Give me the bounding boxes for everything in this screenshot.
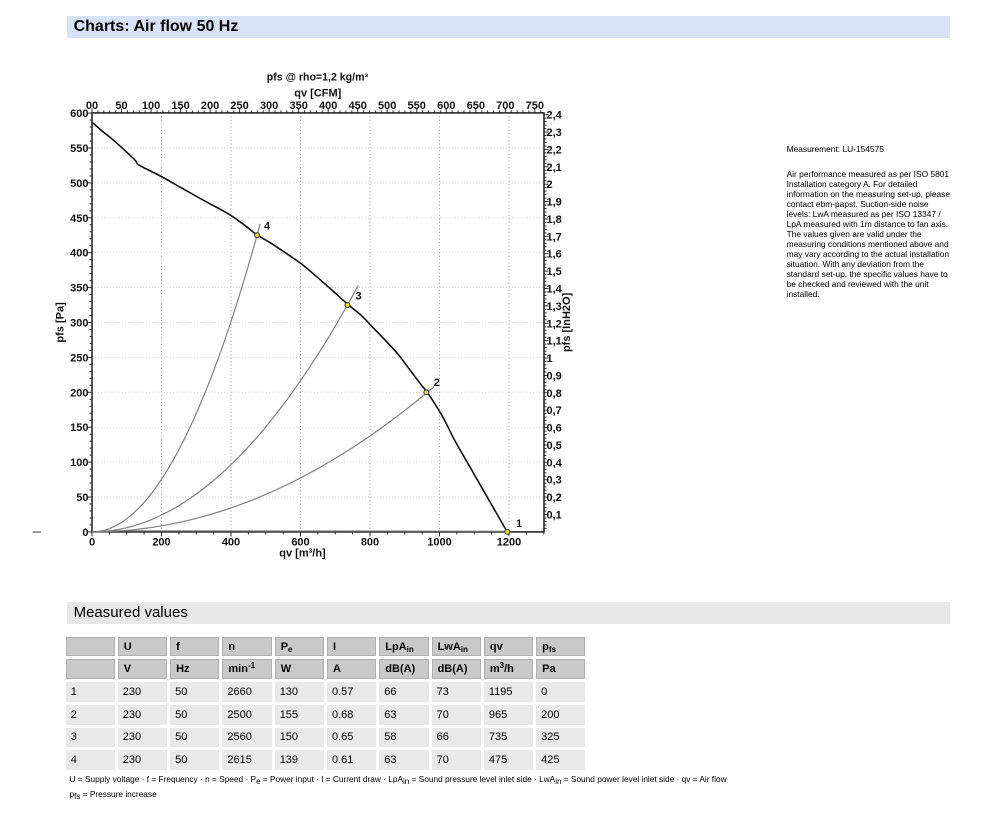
svg-text:150: 150 [70,422,88,434]
svg-text:1000: 1000 [427,537,451,549]
svg-text:700: 700 [496,100,514,112]
svg-text:0: 0 [82,527,88,539]
svg-text:0,8: 0,8 [547,388,562,400]
svg-text:200: 200 [201,100,219,112]
svg-text:1,9: 1,9 [547,197,562,209]
svg-text:200: 200 [152,537,170,549]
svg-text:250: 250 [230,100,248,112]
svg-text:2: 2 [434,377,440,389]
svg-text:350: 350 [70,283,88,295]
svg-text:0,2: 0,2 [547,492,562,504]
svg-text:450: 450 [349,100,367,112]
svg-text:200: 200 [70,387,88,399]
svg-text:0,3: 0,3 [547,475,562,487]
svg-text:150: 150 [171,100,189,112]
svg-text:500: 500 [378,100,396,112]
svg-text:400: 400 [70,248,88,260]
svg-text:pfs @ rho=1,2 kg/m³: pfs @ rho=1,2 kg/m³ [267,72,369,84]
svg-text:0: 0 [89,537,95,549]
svg-text:400: 400 [319,100,337,112]
svg-text:0,1: 0,1 [547,510,562,522]
svg-text:0,6: 0,6 [547,423,562,435]
svg-text:800: 800 [361,537,379,549]
svg-text:2,3: 2,3 [547,127,562,139]
svg-text:00: 00 [86,100,98,112]
svg-text:2: 2 [547,179,553,191]
svg-text:1200: 1200 [497,537,521,549]
svg-text:650: 650 [467,100,485,112]
svg-text:100: 100 [142,100,160,112]
svg-text:250: 250 [70,352,88,364]
svg-text:1: 1 [516,518,522,530]
svg-text:1,1: 1,1 [547,336,562,348]
svg-text:50: 50 [115,100,127,112]
svg-text:qv [CFM]: qv [CFM] [294,88,341,100]
svg-text:500: 500 [70,178,88,190]
svg-text:2,1: 2,1 [547,162,562,174]
svg-text:350: 350 [289,100,307,112]
svg-text:100: 100 [70,457,88,469]
svg-text:300: 300 [260,100,278,112]
svg-text:2,2: 2,2 [547,144,562,156]
svg-text:1,4: 1,4 [547,284,563,296]
svg-text:pfs [InH2O]: pfs [InH2O] [561,292,573,352]
svg-text:50: 50 [76,492,88,504]
svg-text:pfs [Pa]: pfs [Pa] [55,302,67,343]
svg-text:1,7: 1,7 [547,231,562,243]
svg-text:4: 4 [264,221,271,233]
svg-text:0,9: 0,9 [547,370,562,382]
svg-text:550: 550 [70,143,88,155]
svg-text:3: 3 [356,291,362,303]
svg-text:600: 600 [291,537,309,549]
svg-text:1,6: 1,6 [547,249,562,261]
svg-text:0,5: 0,5 [547,440,562,452]
svg-text:450: 450 [70,213,88,225]
svg-text:1,8: 1,8 [547,214,562,226]
svg-text:0,4: 0,4 [547,457,563,469]
svg-text:2,4: 2,4 [547,110,563,122]
svg-text:300: 300 [70,318,88,330]
svg-text:1,2: 1,2 [547,318,562,330]
svg-text:1,5: 1,5 [547,266,562,278]
svg-text:1,3: 1,3 [547,301,562,313]
svg-text:600: 600 [70,108,88,120]
svg-text:550: 550 [408,100,426,112]
svg-text:qv [m³/h]: qv [m³/h] [279,548,326,560]
svg-text:0,7: 0,7 [547,405,562,417]
svg-text:400: 400 [222,537,240,549]
svg-text:750: 750 [526,100,544,112]
svg-text:600: 600 [437,100,455,112]
svg-text:1: 1 [547,353,553,365]
